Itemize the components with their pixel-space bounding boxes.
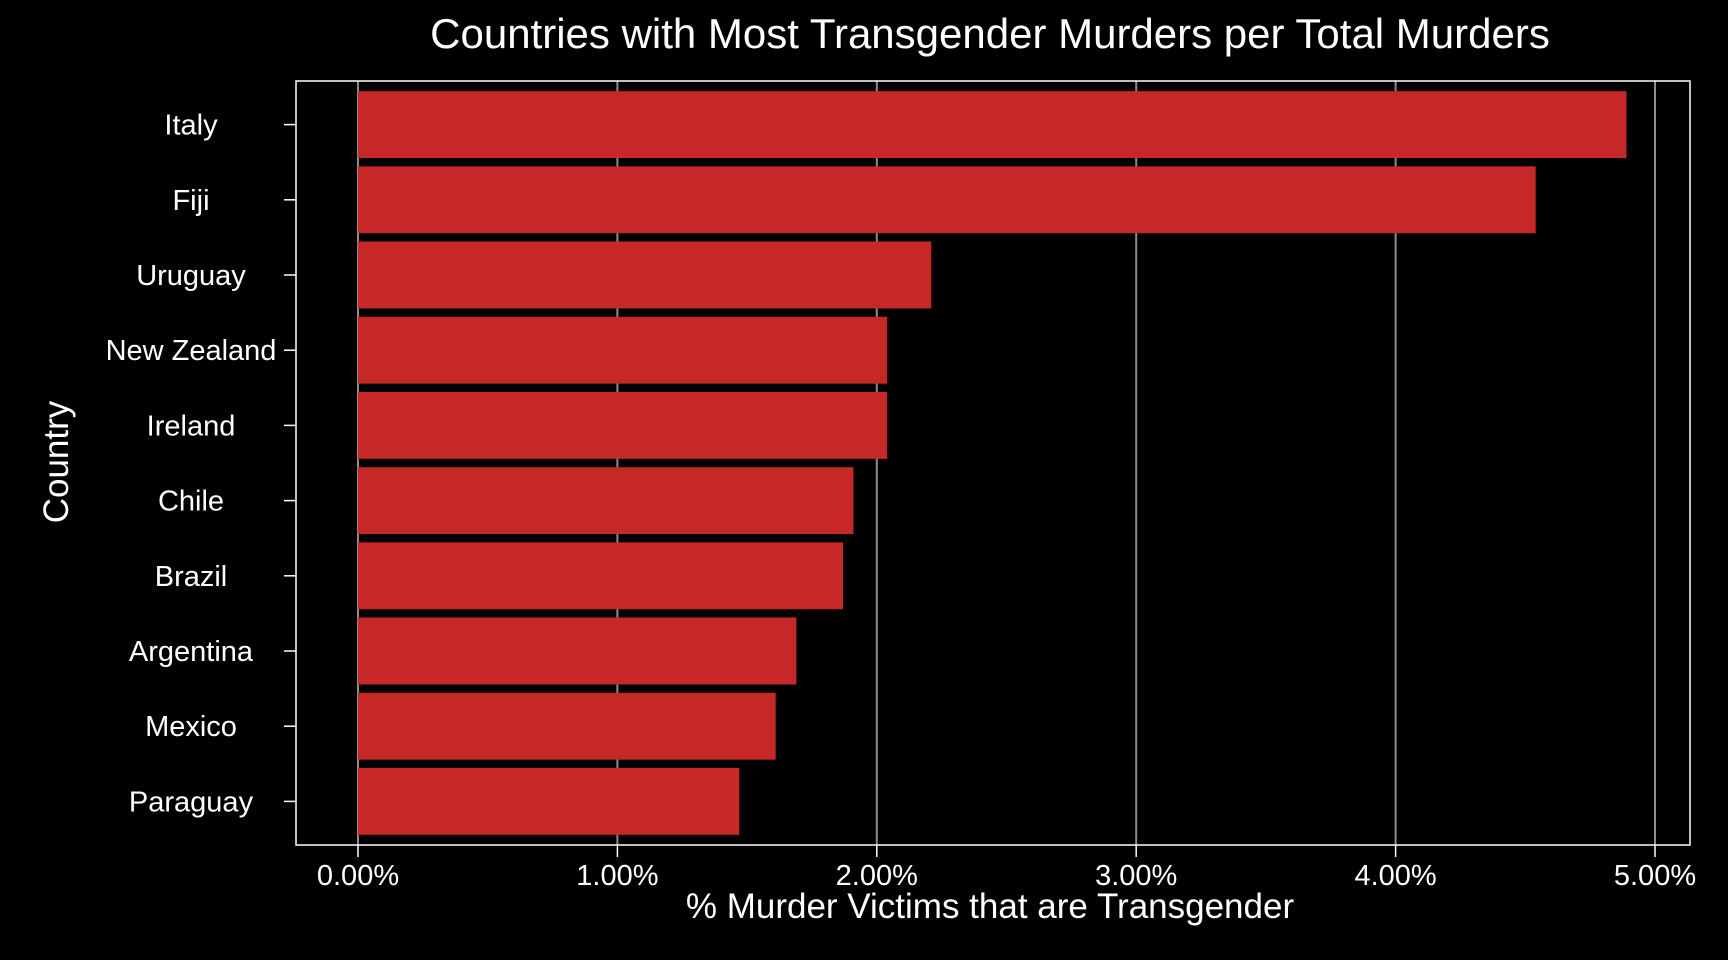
x-tick-label: 2.00% [836,860,918,892]
bar-paraguay [358,767,740,835]
x-tick-label: 1.00% [576,860,658,892]
x-axis-label: % Murder Victims that are Transgender [686,887,1295,926]
x-tick-label: 3.00% [1095,860,1177,892]
bar-ireland [358,391,888,459]
y-tick-label: New Zealand [106,335,277,367]
bar-fiji [358,166,1536,234]
y-axis-ticks: Italy Fiji Uruguay New Zealand Ireland Chile B… [106,110,296,818]
bar-uruguay [358,241,932,309]
y-tick-label: Brazil [155,561,228,593]
y-tick-label: Chile [158,486,224,518]
y-tick-label: Uruguay [136,260,246,292]
bar-argentina [358,617,797,685]
y-tick-label: Mexico [145,711,237,743]
x-tick-label: 4.00% [1354,860,1436,892]
bar-chile [358,467,854,535]
y-tick-label: Fiji [172,185,209,217]
y-tick-label: Italy [164,110,218,142]
plot-frame [295,80,1691,846]
x-axis-ticks: 0.00% 1.00% 2.00% 3.00% 4.00% 5.00% [317,845,1696,892]
y-tick-label: Ireland [147,410,236,442]
bar-new-zealand [358,316,888,384]
x-tick-label: 0.00% [317,860,399,892]
bar-italy [358,91,1627,159]
chart-title: Countries with Most Transgender Murders … [430,10,1550,57]
bar-brazil [358,542,844,610]
bar-mexico [358,692,776,760]
x-tick-label: 5.00% [1614,860,1696,892]
y-tick-label: Paraguay [129,786,254,818]
y-axis-label: Country [37,400,76,523]
bars [358,91,1627,835]
y-tick-label: Argentina [129,636,254,668]
